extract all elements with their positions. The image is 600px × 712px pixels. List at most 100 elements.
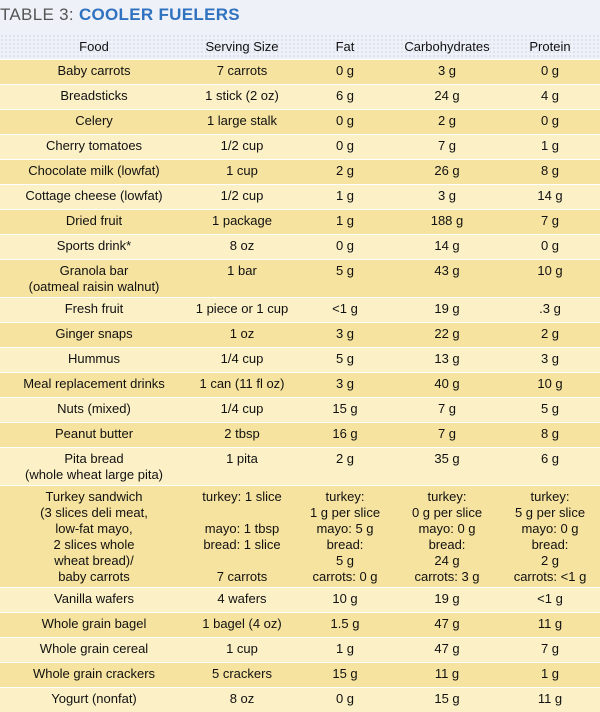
fat-cell: 1.5 g <box>296 613 394 638</box>
header-row: Food Serving Size Fat Carbohydrates Prot… <box>0 34 600 60</box>
food-cell: Chocolate milk (lowfat) <box>0 160 188 185</box>
fat-cell: 0 g <box>296 688 394 712</box>
food-cell: Whole grain crackers <box>0 663 188 688</box>
fat-cell: turkey: 1 g per slice mayo: 5 g bread: 5… <box>296 486 394 588</box>
carbohydrates-cell: 188 g <box>394 210 500 235</box>
serving-size-cell: 1 piece or 1 cup <box>188 298 296 323</box>
carbohydrates-cell: 26 g <box>394 160 500 185</box>
food-cell: Vanilla wafers <box>0 588 188 613</box>
protein-cell: <1 g <box>500 588 600 613</box>
carbohydrates-cell: 47 g <box>394 638 500 663</box>
serving-size-cell: 2 tbsp <box>188 423 296 448</box>
fat-cell: 2 g <box>296 448 394 486</box>
column-header-fat: Fat <box>296 34 394 60</box>
carbohydrates-cell: 35 g <box>394 448 500 486</box>
protein-cell: 0 g <box>500 235 600 260</box>
serving-size-cell: 8 oz <box>188 688 296 712</box>
nutrition-table: Food Serving Size Fat Carbohydrates Prot… <box>0 34 600 712</box>
fat-cell: 0 g <box>296 60 394 85</box>
food-cell: Pita bread (whole wheat large pita) <box>0 448 188 486</box>
food-cell: Fresh fruit <box>0 298 188 323</box>
food-cell: Celery <box>0 110 188 135</box>
protein-cell: 10 g <box>500 260 600 298</box>
table-row: Turkey sandwich (3 slices deli meat, low… <box>0 486 600 588</box>
food-cell: Cherry tomatoes <box>0 135 188 160</box>
food-cell: Cottage cheese (lowfat) <box>0 185 188 210</box>
carbohydrates-cell: 7 g <box>394 135 500 160</box>
carbohydrates-cell: 19 g <box>394 588 500 613</box>
carbohydrates-cell: turkey: 0 g per slice mayo: 0 g bread: 2… <box>394 486 500 588</box>
table-row: Pita bread (whole wheat large pita)1 pit… <box>0 448 600 486</box>
fat-cell: 3 g <box>296 373 394 398</box>
serving-size-cell: 1 package <box>188 210 296 235</box>
food-cell: Sports drink* <box>0 235 188 260</box>
food-cell: Hummus <box>0 348 188 373</box>
fat-cell: 0 g <box>296 110 394 135</box>
serving-size-cell: 8 oz <box>188 235 296 260</box>
serving-size-cell: 1 cup <box>188 638 296 663</box>
fat-cell: 15 g <box>296 663 394 688</box>
fat-cell: 15 g <box>296 398 394 423</box>
carbohydrates-cell: 3 g <box>394 60 500 85</box>
serving-size-cell: 1 stick (2 oz) <box>188 85 296 110</box>
fat-cell: <1 g <box>296 298 394 323</box>
fat-cell: 3 g <box>296 323 394 348</box>
serving-size-cell: turkey: 1 slice mayo: 1 tbsp bread: 1 sl… <box>188 486 296 588</box>
table-row: Granola bar (oatmeal raisin walnut)1 bar… <box>0 260 600 298</box>
carbohydrates-cell: 14 g <box>394 235 500 260</box>
carbohydrates-cell: 13 g <box>394 348 500 373</box>
carbohydrates-cell: 43 g <box>394 260 500 298</box>
food-cell: Peanut butter <box>0 423 188 448</box>
carbohydrates-cell: 3 g <box>394 185 500 210</box>
serving-size-cell: 4 wafers <box>188 588 296 613</box>
protein-cell: 11 g <box>500 688 600 712</box>
protein-cell: 11 g <box>500 613 600 638</box>
protein-cell: 5 g <box>500 398 600 423</box>
serving-size-cell: 1 can (11 fl oz) <box>188 373 296 398</box>
fat-cell: 5 g <box>296 348 394 373</box>
protein-cell: 8 g <box>500 423 600 448</box>
serving-size-cell: 1 oz <box>188 323 296 348</box>
carbohydrates-cell: 24 g <box>394 85 500 110</box>
serving-size-cell: 1 bar <box>188 260 296 298</box>
serving-size-cell: 1/2 cup <box>188 185 296 210</box>
serving-size-cell: 1 cup <box>188 160 296 185</box>
carbohydrates-cell: 7 g <box>394 398 500 423</box>
serving-size-cell: 1/4 cup <box>188 398 296 423</box>
carbohydrates-cell: 40 g <box>394 373 500 398</box>
food-cell: Ginger snaps <box>0 323 188 348</box>
food-cell: Yogurt (nonfat) <box>0 688 188 712</box>
table-container: Food Serving Size Fat Carbohydrates Prot… <box>0 34 600 711</box>
serving-size-cell: 1/4 cup <box>188 348 296 373</box>
protein-cell: .3 g <box>500 298 600 323</box>
protein-cell: 0 g <box>500 110 600 135</box>
protein-cell: 8 g <box>500 160 600 185</box>
carbohydrates-cell: 15 g <box>394 688 500 712</box>
column-header-food: Food <box>0 34 188 60</box>
serving-size-cell: 1 large stalk <box>188 110 296 135</box>
protein-cell: turkey: 5 g per slice mayo: 0 g bread: 2… <box>500 486 600 588</box>
fat-cell: 1 g <box>296 210 394 235</box>
food-cell: Baby carrots <box>0 60 188 85</box>
fat-cell: 1 g <box>296 638 394 663</box>
food-cell: Turkey sandwich (3 slices deli meat, low… <box>0 486 188 588</box>
fat-cell: 0 g <box>296 235 394 260</box>
food-cell: Breadsticks <box>0 85 188 110</box>
protein-cell: 4 g <box>500 85 600 110</box>
food-cell: Dried fruit <box>0 210 188 235</box>
protein-cell: 7 g <box>500 638 600 663</box>
serving-size-cell: 5 crackers <box>188 663 296 688</box>
